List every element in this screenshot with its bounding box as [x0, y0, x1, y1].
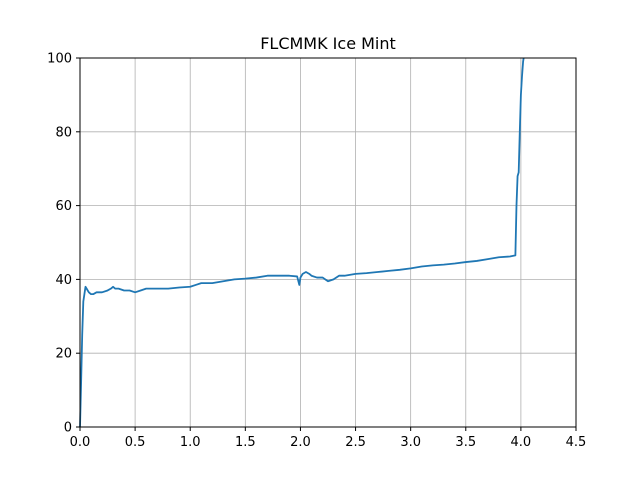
y-tick-label: 0 [64, 421, 72, 436]
series-layer [79, 57, 525, 428]
y-tick-label: 20 [55, 347, 72, 362]
axis-ticks: 0.0 0.5 1.0 1.5 2.0 2.5 3.0 3.5 4.0 4.5 0 20 40 60 80 1… [47, 52, 586, 451]
y-tick-label: 40 [55, 273, 72, 288]
x-tick-label: 1.0 [180, 435, 201, 450]
x-tick-label: 2.5 [345, 435, 366, 450]
chart-title: FLCMMK Ice Mint [260, 34, 396, 53]
plot-frame [79, 57, 577, 428]
x-tick-label: 1.5 [235, 435, 256, 450]
y-tick-label: 80 [55, 125, 72, 140]
y-tick-label: 100 [47, 52, 72, 67]
x-tick-label: 0.0 [70, 435, 91, 450]
x-tick-label: 0.5 [125, 435, 146, 450]
x-tick-label: 4.5 [566, 435, 587, 450]
y-tick-label: 60 [55, 199, 72, 214]
x-tick-label: 3.0 [400, 435, 421, 450]
x-tick-label: 3.5 [455, 435, 476, 450]
x-tick-label: 4.0 [511, 435, 532, 450]
x-tick-label: 2.0 [290, 435, 311, 450]
series-line [79, 57, 525, 428]
